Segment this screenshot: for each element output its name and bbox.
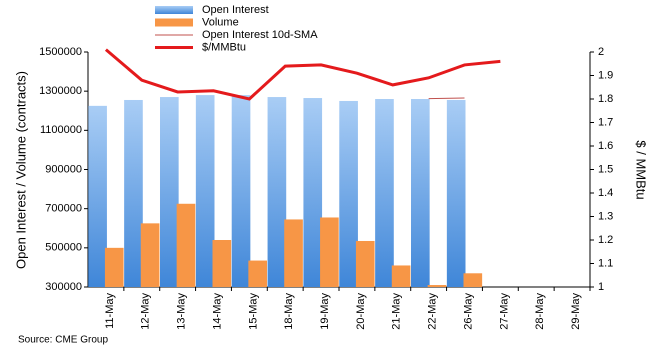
- y-tick-label: 300000: [45, 281, 82, 293]
- bar: [446, 99, 466, 288]
- y2-tick-label: 1.1: [598, 257, 613, 269]
- y2-tick-label: 1.4: [598, 187, 613, 199]
- bar: [124, 99, 143, 288]
- bar: [284, 219, 303, 287]
- y-tick-label: 1300000: [39, 85, 82, 97]
- bar: [104, 247, 124, 287]
- y2-tick-label: 1.7: [598, 116, 613, 128]
- y-tick-label: 700000: [45, 203, 82, 215]
- bar: [375, 99, 394, 287]
- legend-swatch: [155, 6, 193, 14]
- x-tick-label: 21-May: [391, 293, 403, 330]
- legend-label: Open Interest 10d-SMA: [202, 29, 318, 41]
- y-tick-label: 500000: [45, 242, 82, 254]
- y2-tick-label: 1.8: [598, 93, 613, 105]
- x-tick-label: 18-May: [283, 293, 295, 330]
- source: Source: CME Group: [18, 335, 108, 346]
- y-tick-label: 900000: [45, 163, 82, 175]
- y2-tick-label: 1.3: [598, 210, 613, 222]
- line: [104, 48, 501, 101]
- x-tick-label: 26-May: [462, 293, 474, 330]
- bar: [231, 95, 251, 287]
- y2-tick-label: 1.2: [598, 234, 613, 246]
- bar: [267, 97, 287, 288]
- x-tick-label: 27-May: [498, 293, 510, 330]
- legend-label: Open Interest: [202, 4, 269, 16]
- x-tick-label: 15-May: [247, 293, 259, 330]
- y2-tick-label: 1: [598, 281, 604, 293]
- legend-label: Volume: [202, 16, 239, 28]
- x-tick-label: 28-May: [534, 293, 546, 330]
- y-axis-title: Open Interest / Volume (contracts): [13, 71, 28, 269]
- line: [428, 97, 465, 100]
- x-tick-label: 29-May: [570, 293, 582, 330]
- bar: [248, 260, 268, 287]
- bar: [463, 273, 483, 287]
- y2-axis-title: $ / MMBtu: [634, 140, 649, 199]
- x-tick-label: 12-May: [140, 293, 152, 330]
- bar: [159, 97, 179, 288]
- bar: [88, 105, 107, 288]
- bar: [355, 240, 375, 287]
- y-tick-label: 1100000: [40, 124, 82, 136]
- bar: [410, 99, 430, 287]
- x-tick-label: 19-May: [319, 293, 331, 330]
- bar: [303, 98, 323, 287]
- x-tick-label: 13-May: [176, 293, 188, 330]
- y2-tick-label: 2: [598, 46, 604, 58]
- legend-label: $/MMBtu: [202, 41, 246, 53]
- y-tick-label: 1500000: [39, 46, 82, 58]
- bar: [212, 240, 232, 287]
- y2-tick-label: 1.6: [598, 140, 613, 152]
- x-tick-label: 14-May: [211, 293, 223, 330]
- bar: [176, 203, 196, 287]
- bar: [140, 223, 160, 287]
- bar: [391, 265, 411, 287]
- x-tick-label: 11-May: [104, 293, 116, 329]
- bar: [427, 285, 447, 287]
- x-tick-label: 22-May: [427, 293, 439, 330]
- y2-tick-label: 1.5: [598, 163, 613, 175]
- legend-swatch: [155, 18, 193, 27]
- bar: [339, 100, 358, 287]
- bar: [195, 95, 215, 287]
- bar: [320, 217, 339, 287]
- y2-tick-label: 1.9: [598, 69, 613, 81]
- x-tick-label: 20-May: [355, 293, 367, 330]
